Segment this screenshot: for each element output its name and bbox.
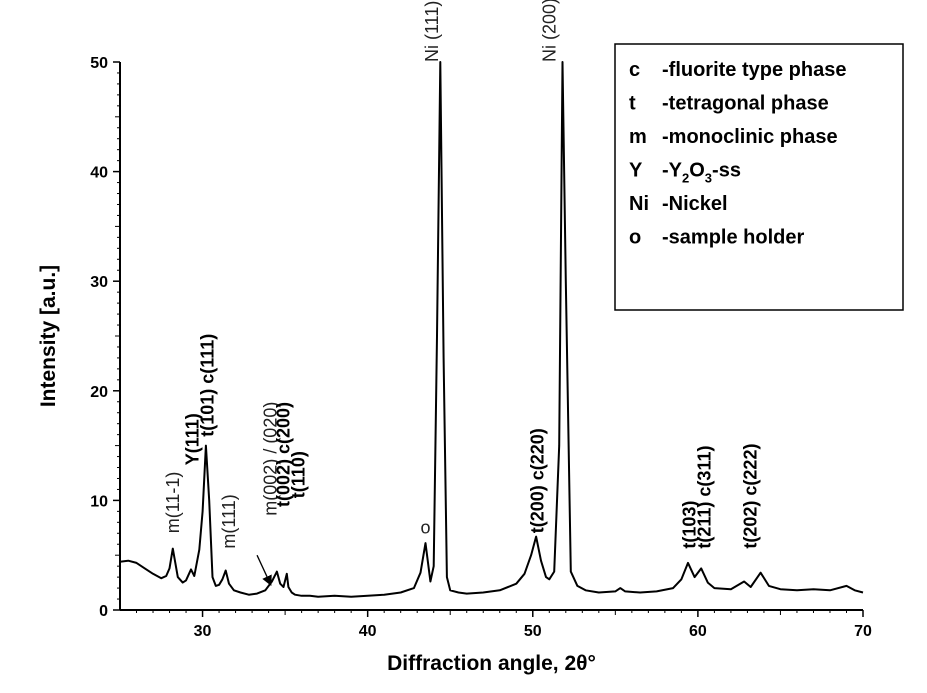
- x-tick-label: 60: [689, 623, 707, 640]
- y-tick-label: 50: [90, 55, 108, 72]
- legend-entry-text: -monoclinic phase: [662, 126, 838, 148]
- peak-label-ni200: Ni (200): [539, 0, 559, 62]
- legend-symbol: Y: [629, 160, 643, 182]
- legend-symbol: o: [629, 227, 641, 249]
- legend-symbol: t: [629, 93, 636, 115]
- peak-label-o: o: [420, 517, 430, 537]
- legend-entry-text: -fluorite type phase: [662, 59, 846, 81]
- y-axis-title: Intensity [a.u.]: [37, 265, 60, 407]
- legend-symbol: Ni: [629, 193, 649, 215]
- peak-label-t101c111: t(101) c(111): [198, 334, 218, 437]
- peak-label-t002c200: t(002) c(200): [274, 402, 294, 507]
- legend-symbol: c: [629, 59, 640, 81]
- x-tick-label: 40: [359, 623, 377, 640]
- series-line-0: [119, 61, 864, 598]
- annotation-arrow: [256, 554, 272, 587]
- peak-label-t202c222: t(202) c(222): [741, 444, 761, 549]
- peak-label-t103: t(103): [680, 501, 700, 549]
- y-tick-label: 20: [90, 384, 108, 401]
- peak-label-y111: Y(111): [183, 413, 203, 465]
- ticks: 30 40 50 60 70 0 10 20 30 40 50: [90, 55, 872, 640]
- peak-label-m11-1: m(11-1): [163, 472, 183, 534]
- legend-entry-text: -sample holder: [662, 227, 804, 249]
- y-tick-label: 0: [99, 603, 108, 620]
- peak-annotations: m(11-1)Y(111)t(101) c(111) m(111) m(002) /…: [163, 0, 761, 587]
- y-tick-label: 10: [90, 493, 108, 510]
- legend-symbol: m: [629, 126, 647, 148]
- legend-box: [614, 43, 904, 311]
- series-layer: [119, 61, 864, 598]
- peak-label-ni111: Ni (111): [422, 1, 442, 62]
- peak-label-m111: m(111): [219, 494, 239, 548]
- peak-label-t211c311: t(211) c(311): [695, 446, 715, 549]
- x-tick-label: 70: [854, 623, 872, 640]
- legend-entry-text: -tetragonal phase: [662, 93, 829, 115]
- legend-entry-text: -Y2O3-ss: [662, 160, 741, 186]
- legend: c -fluorite type phase t -tetragonal phase m…: [614, 43, 904, 311]
- peak-label-t200c220: t(200) c(220): [528, 428, 548, 533]
- y-tick-label: 30: [90, 274, 108, 291]
- y-tick-label: 40: [90, 165, 108, 182]
- peak-label-t110: t(110): [288, 451, 308, 498]
- x-tick-label: 30: [194, 623, 212, 640]
- x-tick-label: 50: [524, 623, 542, 640]
- legend-entry-text: -Nickel: [662, 193, 728, 215]
- x-axis-title: Diffraction angle, 2θ°: [387, 652, 596, 675]
- peak-label-m002020: m(002) / (020): [260, 402, 280, 516]
